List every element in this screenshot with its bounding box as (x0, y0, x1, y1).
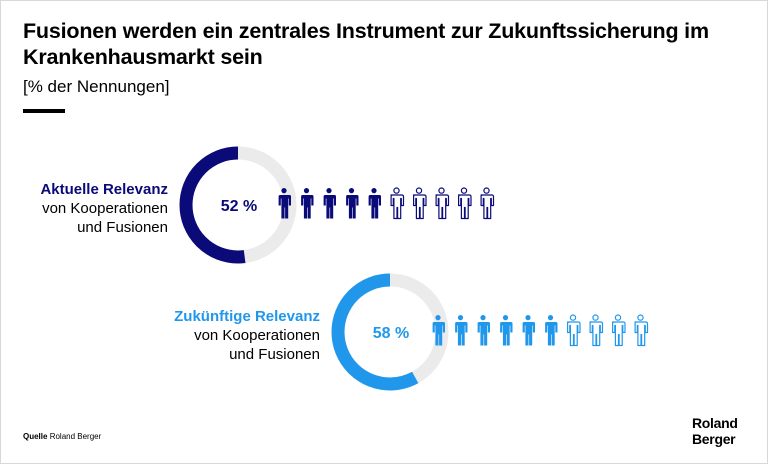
series-label-current-line2: von Kooperationen (42, 200, 168, 217)
series-label-future-bold: Zukünftige Relevanz (174, 308, 320, 325)
person-icon-2-1 (432, 315, 445, 346)
chart-subtitle: [% der Nennungen] (23, 77, 170, 96)
person-icon-2-4 (500, 315, 513, 346)
source-note: Quelle Roland Berger (23, 432, 101, 442)
person-icon-1-7 (412, 187, 427, 220)
person-icon-2-9 (611, 314, 626, 347)
person-icon-2-10 (634, 314, 649, 347)
roland-berger-logo: Roland Berger (692, 415, 738, 447)
person-icon-2-7 (566, 314, 581, 347)
series-label-future-line3: und Fusionen (229, 346, 320, 363)
donut-arc-2 (331, 273, 449, 391)
series-label-current-line3: und Fusionen (77, 219, 168, 236)
person-icon-2-6 (545, 315, 558, 346)
series-label-current-bold: Aktuelle Relevanz (40, 181, 168, 198)
series-group-1: 52 % (179, 146, 495, 264)
chart-title: Fusionen werden ein zentrales Instrument… (23, 19, 709, 69)
person-icon-2-5 (522, 315, 535, 346)
source-label: Quelle (23, 432, 48, 441)
person-icon-1-4 (346, 188, 359, 219)
series-group-2: 58 % (331, 273, 649, 391)
person-icon-2-3 (477, 315, 490, 346)
person-icon-2-2 (455, 315, 468, 346)
series-label-future: Zukünftige Relevanz von Kooperationen un… (0, 307, 320, 364)
logo-line-2: Berger (692, 431, 736, 447)
person-icon-1-10 (480, 187, 495, 220)
logo-line-1: Roland (692, 415, 738, 431)
person-icon-1-1 (278, 188, 291, 219)
donut-value-label-2: 58 % (373, 325, 409, 342)
person-icon-1-6 (390, 187, 405, 220)
person-icon-1-9 (457, 187, 472, 220)
series-label-current: Aktuelle Relevanz von Kooperationen und … (0, 180, 168, 237)
series-label-future-line2: von Kooperationen (194, 327, 320, 344)
person-icon-1-8 (435, 187, 450, 220)
source-value: Roland Berger (49, 432, 102, 441)
person-icon-1-5 (368, 188, 381, 219)
title-underline (23, 109, 65, 113)
person-icon-2-8 (589, 314, 604, 347)
donut-arc-1 (179, 146, 297, 264)
person-icon-1-2 (301, 188, 314, 219)
person-icon-1-3 (323, 188, 336, 219)
donut-value-label-1: 52 % (221, 198, 257, 215)
